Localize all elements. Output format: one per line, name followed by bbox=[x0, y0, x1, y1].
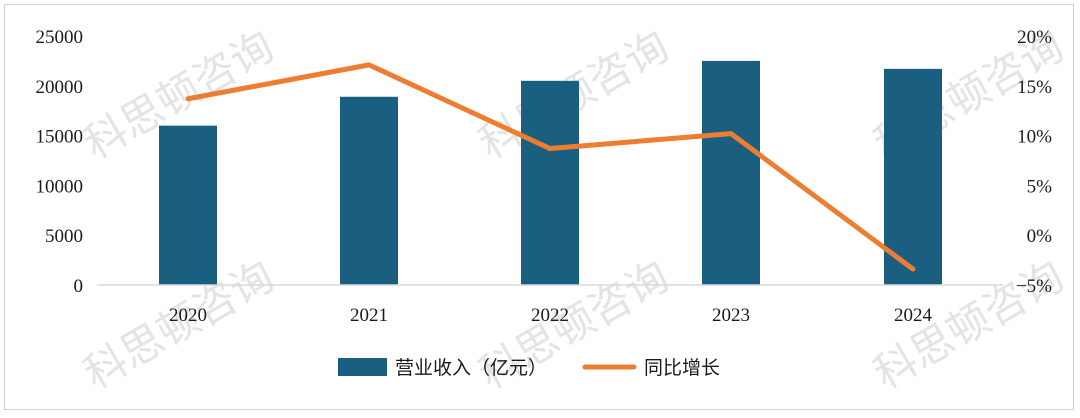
bar-2022 bbox=[521, 80, 579, 285]
right-axis-tick-labels: −5% 0% 5% 10% 15% 20% bbox=[1016, 27, 1052, 297]
left-tick-label: 5000 bbox=[45, 226, 83, 247]
x-tick-labels: 2020 2021 2022 2023 2024 bbox=[169, 305, 933, 326]
bar-2020 bbox=[159, 125, 217, 285]
left-tick-label: 0 bbox=[74, 276, 84, 297]
right-tick-label: 10% bbox=[1017, 127, 1052, 148]
growth-line bbox=[185, 62, 916, 272]
bar-series bbox=[159, 60, 942, 286]
left-tick-label: 10000 bbox=[36, 176, 84, 197]
right-tick-label: 0% bbox=[1027, 226, 1053, 247]
legend-line-label: 同比增长 bbox=[644, 357, 720, 379]
x-tick-label: 2022 bbox=[531, 305, 569, 326]
x-tick-label: 2021 bbox=[350, 305, 388, 326]
right-tick-label: 5% bbox=[1027, 176, 1053, 197]
bar-2024 bbox=[884, 68, 942, 285]
legend: 营业收入（亿元） 同比增长 bbox=[338, 357, 720, 379]
right-tick-label: 15% bbox=[1017, 77, 1052, 98]
legend-bar-label: 营业收入（亿元） bbox=[395, 357, 547, 379]
right-tick-label: 20% bbox=[1017, 27, 1052, 48]
left-tick-label: 25000 bbox=[36, 27, 84, 48]
left-tick-label: 20000 bbox=[36, 77, 84, 98]
x-tick-label: 2020 bbox=[169, 305, 207, 326]
right-tick-label: −5% bbox=[1016, 276, 1052, 297]
bar-2023 bbox=[702, 60, 760, 286]
x-tick-label: 2024 bbox=[894, 305, 933, 326]
left-axis-tick-labels: 0 5000 10000 15000 20000 25000 bbox=[36, 27, 84, 297]
legend-bar-swatch bbox=[338, 358, 387, 376]
left-tick-label: 15000 bbox=[36, 127, 84, 148]
x-tick-label: 2023 bbox=[712, 305, 750, 326]
bar-2021 bbox=[340, 96, 398, 285]
